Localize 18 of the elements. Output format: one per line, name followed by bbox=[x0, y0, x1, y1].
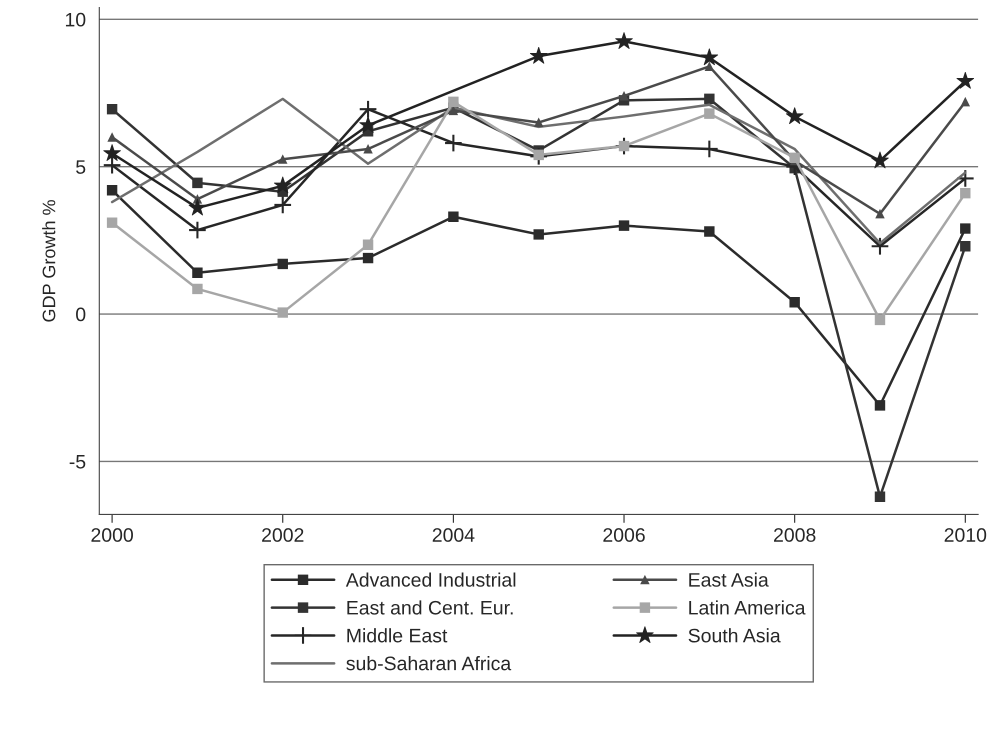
legend-label: East Asia bbox=[689, 572, 769, 587]
x-tick-label: 2000 bbox=[91, 528, 133, 542]
y-tick-label: 5 bbox=[76, 160, 86, 174]
x-tick-label: 2010 bbox=[944, 528, 986, 542]
y-tick-label: 10 bbox=[66, 12, 86, 27]
legend-label: South Asia bbox=[688, 628, 781, 642]
legend-label: East and Cent. Eur. bbox=[347, 600, 513, 615]
y-axis-title: GDP Growth % bbox=[42, 200, 56, 322]
legend-label: Latin America bbox=[689, 600, 806, 615]
legend-label: Middle East bbox=[347, 628, 448, 642]
x-tick-label: 2004 bbox=[432, 528, 474, 542]
x-tick-label: 2006 bbox=[603, 528, 645, 542]
legend-label: Advanced Industrial bbox=[346, 572, 516, 587]
x-tick-label: 2008 bbox=[774, 528, 816, 542]
legend-label: sub-Saharan Africa bbox=[346, 656, 512, 670]
y-tick-label: -5 bbox=[70, 455, 86, 469]
y-tick-label: 0 bbox=[76, 307, 86, 322]
x-tick-label: 2002 bbox=[262, 528, 304, 542]
